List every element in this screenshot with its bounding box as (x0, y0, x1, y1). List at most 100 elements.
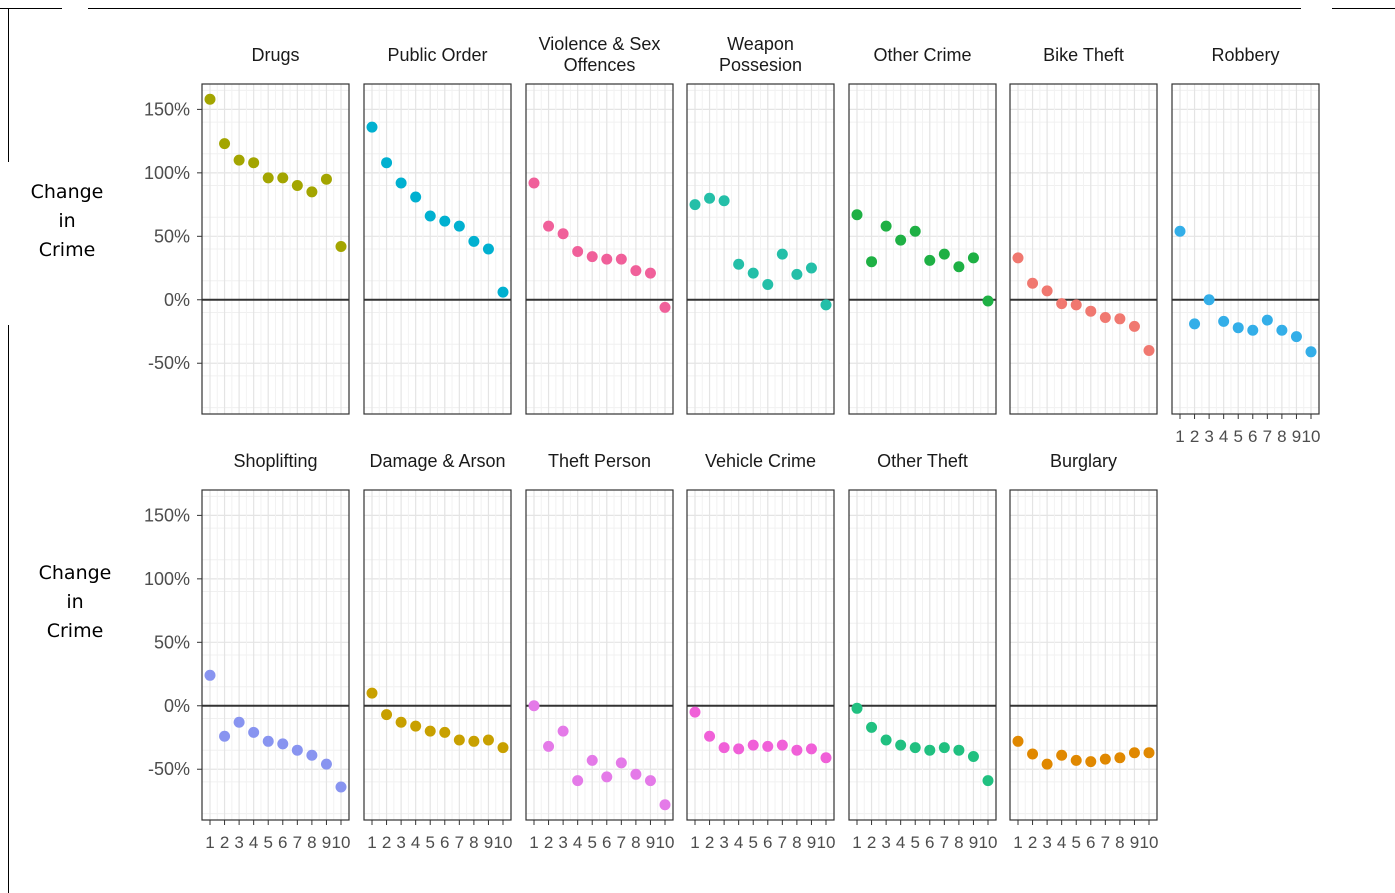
x-tick-label: 5 (425, 833, 434, 852)
data-point (395, 716, 407, 728)
data-point (482, 734, 494, 746)
data-point (528, 700, 540, 712)
x-tick-label: 4 (1057, 833, 1066, 852)
x-tick-label: 2 (1028, 833, 1037, 852)
data-point (320, 173, 332, 185)
data-point (277, 738, 289, 750)
x-tick-label: 7 (778, 833, 787, 852)
x-tick-label: 2 (220, 833, 229, 852)
x-tick-label: 9 (1130, 833, 1139, 852)
data-point (306, 186, 318, 198)
data-point (248, 157, 260, 169)
data-point (791, 744, 803, 756)
x-tick-label: 6 (602, 833, 611, 852)
data-point (497, 286, 509, 298)
y-tick-label: 0% (164, 696, 190, 716)
data-point (805, 743, 817, 755)
x-tick-label: 3 (558, 833, 567, 852)
x-tick-label: 1 (367, 833, 376, 852)
facet-title: Burglary (1050, 451, 1117, 471)
x-tick-label: 7 (455, 833, 464, 852)
data-point (468, 735, 480, 747)
panel-border (201, 83, 350, 415)
data-point (1027, 277, 1039, 289)
x-tick-label: 6 (925, 833, 934, 852)
data-point (1070, 754, 1082, 766)
panel-border (1171, 83, 1320, 415)
data-point (366, 687, 378, 699)
x-tick-label: 2 (867, 833, 876, 852)
data-point (543, 740, 555, 752)
x-tick-label: 3 (396, 833, 405, 852)
data-point (615, 757, 627, 769)
x-tick-label: 8 (954, 833, 963, 852)
x-tick-label: 1 (1175, 427, 1184, 446)
data-point (557, 725, 569, 737)
x-tick-label: 3 (881, 833, 890, 852)
x-tick-label: 1 (205, 833, 214, 852)
data-point (1143, 345, 1155, 357)
x-tick-label: 9 (969, 833, 978, 852)
x-tick-label: 1 (852, 833, 861, 852)
x-tick-label: 8 (307, 833, 316, 852)
data-point (718, 195, 730, 207)
panel-border (201, 489, 350, 821)
x-tick-label: 5 (1071, 833, 1080, 852)
data-point (982, 775, 994, 787)
data-point (1041, 285, 1053, 297)
panel-border (1009, 489, 1158, 821)
data-point (453, 734, 465, 746)
x-tick-label: 9 (1292, 427, 1301, 446)
x-tick-label: 9 (807, 833, 816, 852)
data-point (439, 726, 451, 738)
facet-title: Theft Person (548, 451, 651, 471)
data-point (733, 258, 745, 270)
data-point (909, 225, 921, 237)
panel-border (525, 83, 674, 415)
x-tick-label: 10 (979, 833, 998, 852)
data-point (262, 172, 274, 184)
frame-left-line (8, 325, 9, 893)
panel-border (848, 83, 997, 415)
data-point (557, 228, 569, 240)
data-point (233, 154, 245, 166)
data-point (880, 220, 892, 232)
y-tick-label: 100% (144, 569, 190, 589)
data-point (1276, 324, 1288, 336)
x-tick-label: 10 (494, 833, 513, 852)
data-point (953, 744, 965, 756)
x-tick-label: 4 (411, 833, 420, 852)
data-point (924, 744, 936, 756)
data-point (895, 739, 907, 751)
data-point (762, 279, 774, 291)
panel-border (363, 489, 512, 821)
x-tick-label: 6 (440, 833, 449, 852)
facet-title: Weapon (727, 34, 794, 54)
x-tick-label: 10 (1140, 833, 1159, 852)
data-point (762, 740, 774, 752)
data-point (528, 177, 540, 189)
x-tick-label: 3 (1042, 833, 1051, 852)
data-point (219, 730, 231, 742)
facet-title: Other Crime (873, 45, 971, 65)
data-point (820, 299, 832, 311)
data-point (1114, 313, 1126, 325)
data-point (543, 220, 555, 232)
data-point (439, 215, 451, 227)
x-tick-label: 1 (690, 833, 699, 852)
data-point (262, 735, 274, 747)
data-point (366, 121, 378, 133)
data-point (424, 210, 436, 222)
y-tick-label: 150% (144, 99, 190, 119)
data-point (335, 781, 347, 793)
x-tick-label: 8 (1277, 427, 1286, 446)
x-tick-label: 5 (1233, 427, 1242, 446)
facet-title: Public Order (387, 45, 487, 65)
data-point (747, 739, 759, 751)
frame-gap (62, 6, 88, 12)
x-tick-label: 6 (763, 833, 772, 852)
data-point (1203, 294, 1215, 306)
data-point (718, 742, 730, 754)
data-point (1218, 315, 1230, 327)
data-point (1128, 320, 1140, 332)
